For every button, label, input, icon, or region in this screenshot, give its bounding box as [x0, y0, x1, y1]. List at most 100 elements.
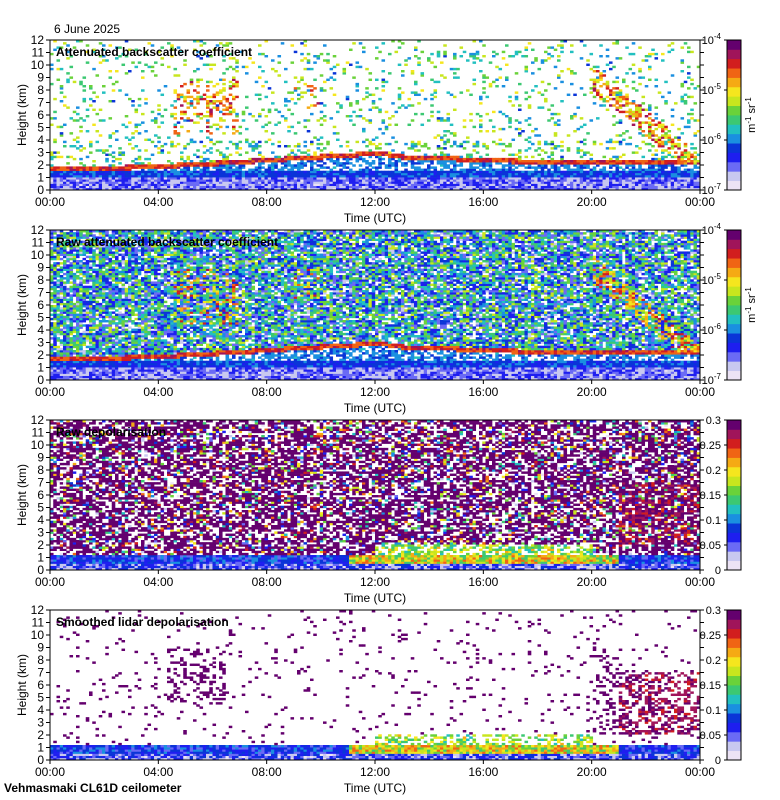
heatmap-cell	[105, 158, 109, 160]
heatmap-cell	[125, 175, 129, 177]
heatmap-cell	[235, 70, 239, 72]
heatmap-cell	[219, 175, 223, 177]
heatmap-cell	[57, 171, 61, 173]
heatmap-cell	[105, 177, 109, 179]
heatmap-cell	[222, 162, 226, 164]
heatmap-cell	[157, 89, 161, 91]
heatmap-cell	[278, 160, 282, 162]
heatmap-cell	[232, 186, 236, 188]
heatmap-cell	[310, 156, 314, 158]
heatmap-cell	[258, 113, 262, 115]
heatmap-cell	[235, 115, 239, 117]
heatmap-cell	[193, 169, 197, 171]
heatmap-cell	[268, 181, 272, 183]
heatmap-cell	[57, 177, 61, 179]
heatmap-cell	[232, 162, 236, 164]
heatmap-cell	[112, 175, 116, 177]
heatmap-cell	[109, 100, 113, 102]
heatmap-cell	[307, 173, 311, 175]
heatmap-cell	[317, 102, 321, 104]
heatmap-cell	[99, 109, 103, 111]
heatmap-cell	[128, 121, 132, 123]
heatmap-cell	[248, 171, 252, 173]
heatmap-cell	[99, 61, 103, 63]
heatmap-cell	[287, 91, 291, 93]
heatmap-cell	[216, 171, 220, 173]
heatmap-cell	[242, 111, 246, 113]
heatmap-cell	[180, 151, 184, 153]
heatmap-cell	[300, 177, 304, 179]
heatmap-cell	[284, 158, 288, 160]
heatmap-cell	[115, 173, 119, 175]
heatmap-cell	[200, 96, 204, 98]
heatmap-cell	[239, 175, 243, 177]
heatmap-cell	[174, 74, 178, 76]
heatmap-cell	[115, 169, 119, 171]
heatmap-cell	[73, 81, 77, 83]
heatmap-cell	[213, 166, 217, 168]
heatmap-cell	[313, 177, 317, 179]
heatmap-cell	[76, 186, 80, 188]
heatmap-cell	[281, 177, 285, 179]
heatmap-cell	[177, 96, 181, 98]
heatmap-cell	[148, 186, 152, 188]
heatmap-cell	[320, 177, 324, 179]
heatmap-cell	[274, 175, 278, 177]
heatmap-cell	[245, 184, 249, 186]
heatmap-cell	[151, 179, 155, 181]
heatmap-cell	[183, 147, 187, 149]
heatmap-cell	[122, 124, 126, 126]
heatmap-cell	[216, 175, 220, 177]
heatmap-cell	[66, 171, 70, 173]
heatmap-cell	[313, 96, 317, 98]
heatmap-cell	[265, 141, 269, 143]
heatmap-cell	[265, 179, 269, 181]
heatmap-cell	[242, 179, 246, 181]
heatmap-cell	[320, 173, 324, 175]
heatmap-cell	[125, 179, 129, 181]
heatmap-cell	[219, 100, 223, 102]
heatmap-cell	[304, 44, 308, 46]
heatmap-cell	[320, 179, 324, 181]
heatmap-cell	[177, 98, 181, 100]
heatmap-cell	[317, 158, 321, 160]
heatmap-cell	[281, 171, 285, 173]
heatmap-cell	[144, 177, 148, 179]
heatmap-cell	[291, 179, 295, 181]
heatmap-cell	[102, 175, 106, 177]
heatmap-cell	[304, 126, 308, 128]
heatmap-cell	[255, 94, 259, 96]
heatmap-cell	[118, 154, 122, 156]
heatmap-cell	[310, 162, 314, 164]
heatmap-cell	[323, 162, 327, 164]
heatmap-cell	[196, 98, 200, 100]
heatmap-cell	[128, 164, 132, 166]
heatmap-cell	[222, 160, 226, 162]
heatmap-cell	[258, 66, 262, 68]
heatmap-cell	[317, 179, 321, 181]
heatmap-cell	[245, 162, 249, 164]
heatmap-cell	[86, 181, 90, 183]
heatmap-cell	[180, 169, 184, 171]
heatmap-cell	[304, 179, 308, 181]
heatmap-cell	[304, 164, 308, 166]
heatmap-cell	[320, 74, 324, 76]
heatmap-cell	[138, 179, 142, 181]
heatmap-cell	[50, 175, 54, 177]
heatmap-cell	[187, 158, 191, 160]
heatmap-cell	[86, 175, 90, 177]
heatmap-cell	[320, 87, 324, 89]
heatmap-cell	[112, 171, 116, 173]
heatmap-cell	[300, 171, 304, 173]
heatmap-cell	[310, 141, 314, 143]
heatmap-cell	[122, 64, 126, 66]
heatmap-cell	[216, 141, 220, 143]
heatmap-cell	[187, 169, 191, 171]
heatmap-cell	[99, 177, 103, 179]
heatmap-cell	[196, 113, 200, 115]
heatmap-cell	[174, 113, 178, 115]
heatmap-cell	[307, 68, 311, 70]
heatmap-cell	[86, 169, 90, 171]
heatmap-cell	[180, 158, 184, 160]
heatmap-cell	[310, 94, 314, 96]
